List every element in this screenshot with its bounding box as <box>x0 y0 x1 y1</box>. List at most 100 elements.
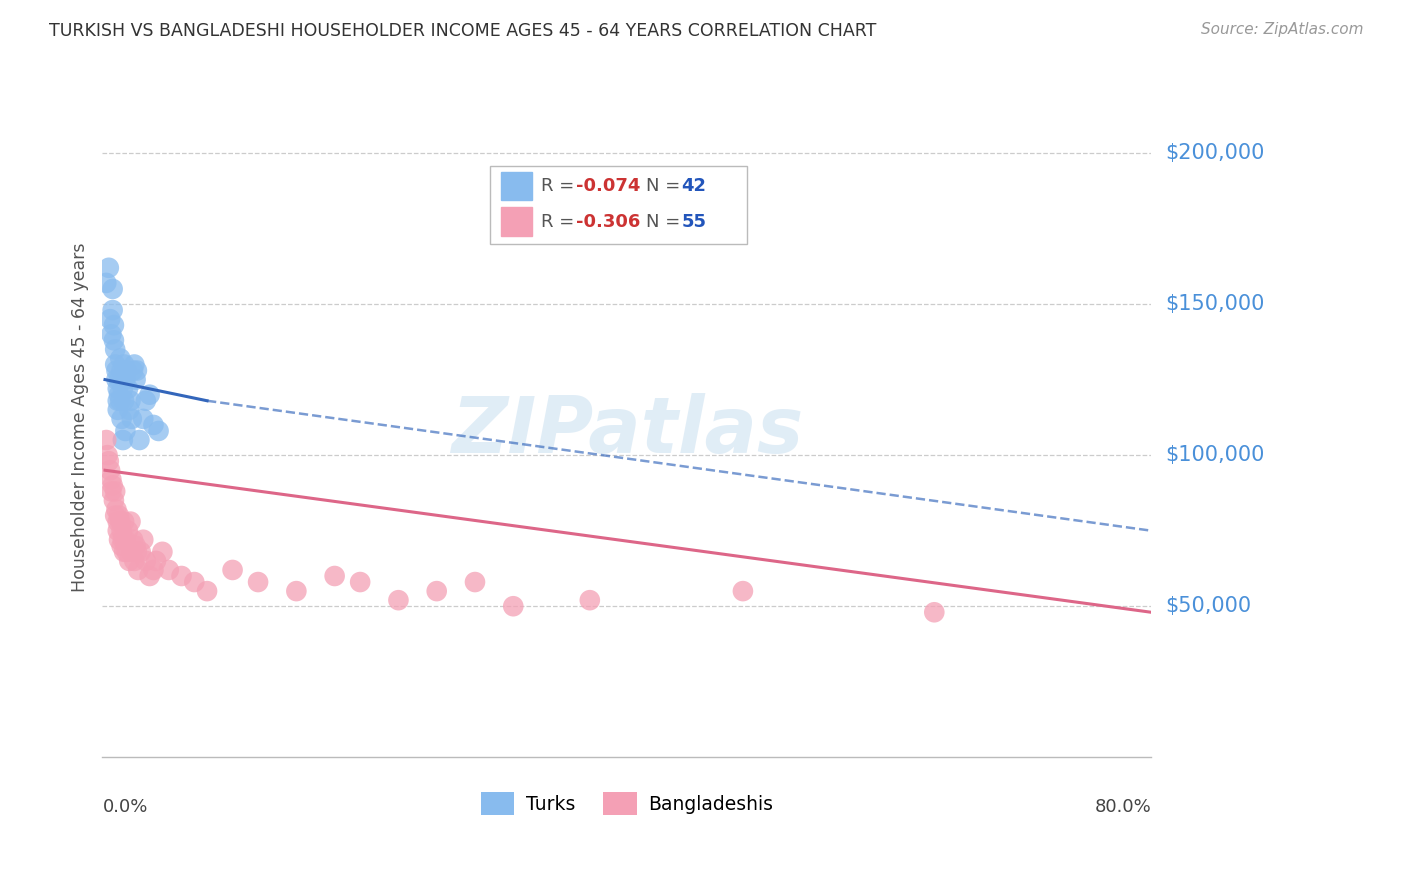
Point <box>110 412 132 426</box>
Point <box>100 484 122 499</box>
Point <box>183 575 205 590</box>
Point <box>103 318 125 333</box>
Point <box>112 393 135 408</box>
Point <box>104 343 127 357</box>
Point <box>96 433 118 447</box>
Point <box>124 554 146 568</box>
Text: Source: ZipAtlas.com: Source: ZipAtlas.com <box>1201 22 1364 37</box>
Point <box>132 412 155 426</box>
Point <box>120 393 142 408</box>
Point <box>97 454 120 468</box>
Point <box>103 334 125 348</box>
Point <box>387 593 409 607</box>
Point <box>100 472 122 486</box>
Point <box>145 554 167 568</box>
Point <box>98 463 121 477</box>
Point <box>117 382 139 396</box>
Text: N =: N = <box>645 212 686 230</box>
Point <box>96 276 118 290</box>
Point <box>323 569 346 583</box>
Point <box>97 260 120 275</box>
Point <box>118 402 141 417</box>
Point <box>101 282 124 296</box>
Point <box>112 545 135 559</box>
Point <box>135 393 157 408</box>
Point <box>110 393 132 408</box>
Point <box>108 373 131 387</box>
Point <box>104 358 127 372</box>
Point <box>104 484 127 499</box>
Point <box>114 424 136 438</box>
Point <box>107 524 129 538</box>
Point <box>105 502 128 516</box>
Text: R =: R = <box>541 212 579 230</box>
Point <box>124 539 146 553</box>
Point <box>103 493 125 508</box>
Point <box>110 539 132 553</box>
Point <box>578 593 600 607</box>
Text: 55: 55 <box>682 212 706 230</box>
Point <box>114 373 136 387</box>
Point <box>108 533 131 547</box>
Point <box>107 515 129 529</box>
Point <box>221 563 243 577</box>
Text: 80.0%: 80.0% <box>1094 798 1152 816</box>
Point <box>170 569 193 583</box>
Point <box>107 393 129 408</box>
Point <box>349 575 371 590</box>
Point <box>115 545 138 559</box>
Point <box>111 533 134 547</box>
Y-axis label: Householder Income Ages 45 - 64 years: Householder Income Ages 45 - 64 years <box>72 243 89 592</box>
Text: $200,000: $200,000 <box>1166 143 1264 163</box>
Text: ZIPatlas: ZIPatlas <box>451 393 803 469</box>
Point <box>731 584 754 599</box>
Point <box>138 387 160 401</box>
Point <box>502 599 524 614</box>
Point <box>122 533 145 547</box>
Point <box>112 515 135 529</box>
Legend: Turks, Bangladeshis: Turks, Bangladeshis <box>472 785 780 822</box>
Point <box>924 605 946 619</box>
Point <box>128 433 150 447</box>
Point <box>125 545 148 559</box>
Point <box>138 569 160 583</box>
Point <box>108 387 131 401</box>
Point <box>121 412 143 426</box>
Point <box>110 363 132 377</box>
Text: 42: 42 <box>682 178 706 195</box>
FancyBboxPatch shape <box>491 166 748 244</box>
Point <box>98 312 121 326</box>
Point <box>101 303 124 318</box>
Point <box>110 515 132 529</box>
Point <box>125 363 148 377</box>
Point <box>129 545 152 559</box>
Point <box>107 382 129 396</box>
Point <box>110 524 132 538</box>
Point <box>117 524 139 538</box>
Point <box>115 363 138 377</box>
Point <box>118 554 141 568</box>
Point <box>195 584 218 599</box>
Text: R =: R = <box>541 178 579 195</box>
Point <box>104 508 127 523</box>
Point <box>135 554 157 568</box>
Point <box>148 424 170 438</box>
Text: N =: N = <box>645 178 686 195</box>
Point <box>100 327 122 342</box>
Point <box>247 575 270 590</box>
Point <box>111 382 134 396</box>
Point <box>120 515 142 529</box>
Point <box>132 533 155 547</box>
Point <box>464 575 486 590</box>
Point <box>121 545 143 559</box>
Text: 0.0%: 0.0% <box>103 798 148 816</box>
Point <box>124 373 146 387</box>
Point <box>108 508 131 523</box>
Point <box>105 373 128 387</box>
Point <box>101 478 124 492</box>
Point <box>111 433 134 447</box>
Text: $50,000: $50,000 <box>1166 596 1251 616</box>
Text: $150,000: $150,000 <box>1166 294 1264 314</box>
Bar <box>501 207 533 235</box>
Point <box>127 563 149 577</box>
